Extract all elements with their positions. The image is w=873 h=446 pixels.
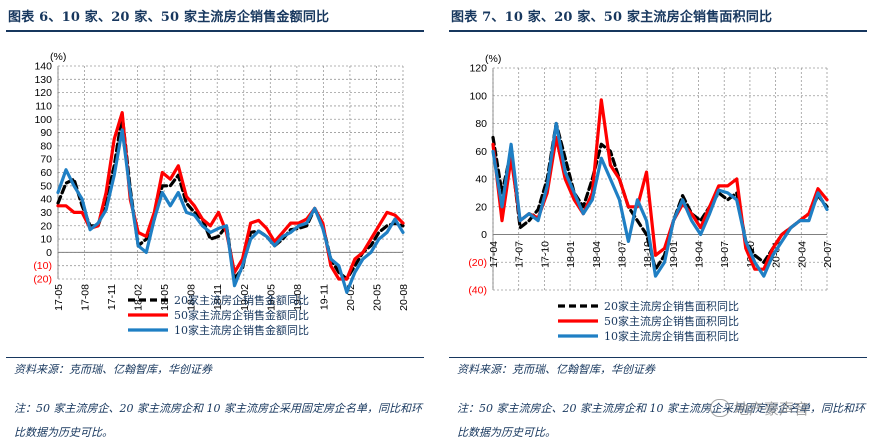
y-tick-label: 70: [40, 154, 52, 166]
x-tick-label: 18-05: [159, 284, 171, 311]
watermark-text: 地产豪声音: [734, 400, 809, 418]
chart-title-right: 图表 7、10 家、20 家、50 家主流房企销售面积同比: [451, 6, 772, 25]
y-tick-label: 140: [34, 61, 52, 73]
x-tick-label: 20-04: [796, 241, 808, 268]
unit-label: (%): [50, 51, 66, 63]
note-left: 注：50 家主流房企、20 家主流房企和 10 家主流房企采用固定房企名单，同比…: [14, 397, 424, 445]
right-panel: 图表 7、10 家、20 家、50 家主流房企销售面积同比 (%) 120 100 8…: [443, 0, 873, 446]
y-tick-label: 120: [469, 63, 487, 75]
x-tick-label: 18-07: [616, 241, 628, 268]
x-tick-label: 18-02: [133, 284, 145, 311]
x-tick-label: 20-07: [822, 241, 834, 268]
wechat-icon: [710, 399, 730, 417]
y-tick-label: 30: [40, 207, 52, 219]
y-tick-label: 60: [475, 146, 487, 158]
y-tick-label: 20: [475, 201, 487, 213]
y-tick-label: 80: [40, 140, 52, 152]
y-tick-label: (10): [33, 260, 52, 272]
y-tick-label: 100: [469, 90, 487, 102]
legend-label: 20家主流房企销售面积同比: [604, 299, 739, 313]
y-tick-label: 50: [40, 180, 52, 192]
legend-label: 10家主流房企销售面积同比: [604, 329, 739, 343]
y-tick-label: 40: [40, 194, 52, 206]
source-rule-right: [449, 357, 867, 358]
y-tick-label: 130: [34, 74, 52, 86]
y-tick-label: 100: [34, 114, 52, 126]
chart-left: (%)1401301201101009080706050403020100(10…: [0, 30, 430, 357]
y-tick-label: 0: [46, 247, 52, 259]
y-tick-label: (20): [33, 274, 52, 286]
x-tick-label: 20-08: [398, 284, 410, 311]
x-tick-label: 18-01: [565, 241, 577, 268]
source-rule-left: [6, 357, 424, 358]
legend-label: 50家主流房企销售金额同比: [174, 308, 309, 322]
x-tick-label: 17-08: [80, 284, 92, 311]
unit-label: (%): [485, 53, 501, 65]
source-right: 资料来源：克而瑞、亿翰智库，华创证券: [457, 361, 655, 377]
legend-label: 20家主流房企销售金额同比: [174, 293, 309, 307]
legend-label: 50家主流房企销售面积同比: [604, 314, 739, 328]
x-tick-label: 19-11: [318, 284, 330, 310]
y-tick-label: 10: [40, 234, 52, 246]
legend-label: 10家主流房企销售金额同比: [174, 323, 309, 337]
x-tick-label: 17-10: [539, 241, 551, 268]
x-tick-label: 17-11: [106, 284, 118, 310]
left-panel: 图表 6、10 家、20 家、50 家主流房企销售金额同比 (%) 140 130 1…: [0, 0, 430, 446]
y-tick-label: 0: [481, 229, 487, 241]
x-tick-label: 19-07: [719, 241, 731, 268]
y-tick-label: 40: [475, 174, 487, 186]
y-tick-label: 120: [34, 87, 52, 99]
x-tick-label: 17-05: [53, 284, 65, 311]
watermark: 地产豪声音: [710, 398, 809, 419]
x-tick-label: 19-04: [694, 241, 706, 268]
y-tick-label: 90: [40, 127, 52, 139]
y-tick-label: 110: [35, 100, 52, 112]
y-tick-label: 60: [40, 167, 52, 179]
source-left: 资料来源：克而瑞、亿翰智库，华创证券: [14, 361, 212, 377]
y-tick-label: (20): [468, 257, 487, 269]
y-tick-label: 80: [475, 118, 487, 130]
x-tick-label: 17-04: [488, 241, 500, 268]
chart-title-left: 图表 6、10 家、20 家、50 家主流房企销售金额同比: [8, 6, 329, 25]
y-tick-label: 20: [40, 220, 52, 232]
x-tick-label: 17-07: [514, 241, 526, 268]
y-tick-label: (40): [468, 285, 487, 297]
x-tick-label: 20-05: [371, 284, 383, 311]
chart-right: (%)120 100 80 60 40 20 0 (20) (40) 17-04 17-07 17-1…: [443, 30, 873, 357]
x-tick-label: 18-04: [591, 241, 603, 268]
